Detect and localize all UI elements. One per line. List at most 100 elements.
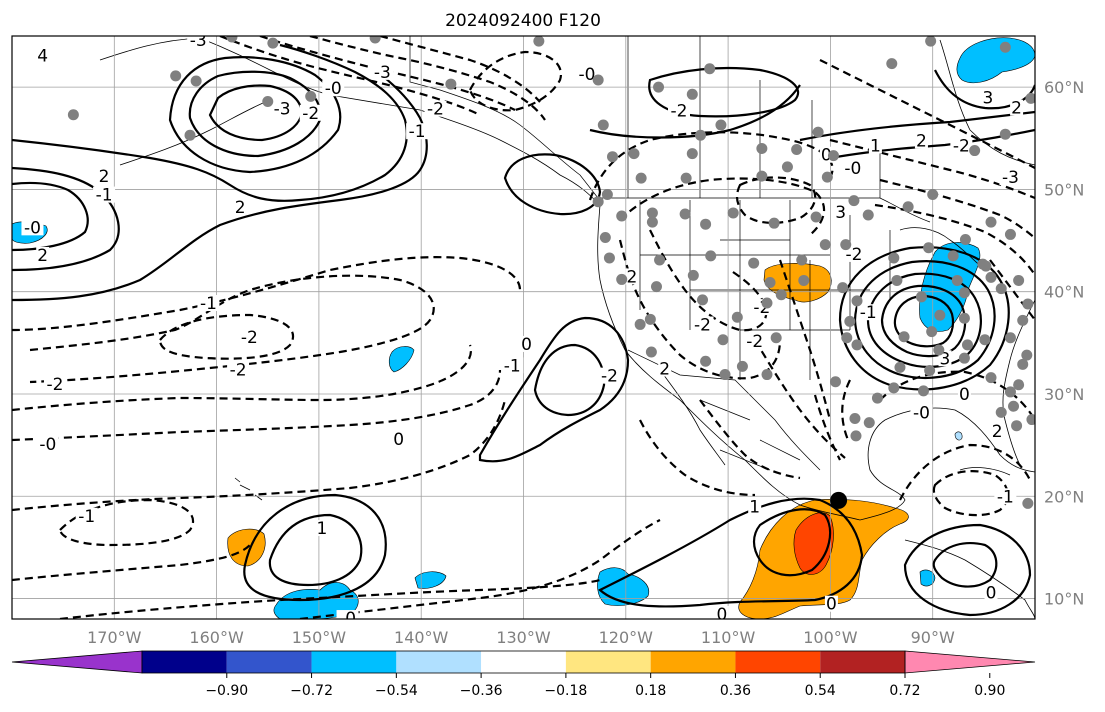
station-dot [719,369,731,381]
colorbar-tick-label: 0.72 [889,683,920,699]
contour-label-bg [715,605,729,619]
neg-fill-pacific-small [388,346,415,373]
contour-label-bg [994,488,1017,505]
contour-label: -2 [953,137,970,157]
station-dot [898,331,910,343]
contour-pos-mexico-inner [752,508,832,577]
contour-neg-alaska-4 [379,36,541,103]
contour-label-bg [824,595,838,612]
station-dot [748,257,760,269]
contour-label: 2 [235,198,246,218]
station-dot [607,151,619,163]
station-dot [775,289,787,301]
colorbar-extend-min [11,650,143,674]
station-dot [891,274,903,286]
station-dot [653,81,665,93]
lon-tick-label: 90°W [911,628,955,647]
map-area: 42-1-02-3-3 -2-0-3-2-1-02-20 1-0232-2-33-2… [12,36,1058,619]
station-dot [947,250,959,262]
station-dot [969,145,981,157]
lat-tick-label: 60°N [1044,78,1084,97]
station-dot [170,70,182,82]
station-dot [727,207,739,219]
colorbar-tick-label: −0.90 [205,683,248,699]
station-dot [761,297,773,309]
contour-pos-aleutian-low-1 [168,56,342,174]
station-dot [934,309,946,321]
station-dot [190,75,202,87]
contour-label-bg [97,168,111,185]
station-dot [654,254,666,266]
station-dot [756,143,768,155]
contour-label-bg [299,104,322,121]
coast-east [1002,299,1035,466]
contour-label-bg [197,295,220,312]
contour-label: -0 [913,403,930,423]
contour-label-bg [336,610,359,619]
station-dot [1004,386,1016,398]
station-dot [810,211,822,223]
contour-label: -2 [427,100,444,120]
station-dot [687,269,699,281]
contour-label: 0 [986,583,997,603]
colorbar-bin [735,651,821,673]
coast-gulf [859,407,1035,521]
contour-label-bg [75,507,98,524]
station-dot [1013,379,1025,391]
contour-neg-plains-2 [754,339,846,459]
contour-label-bg [691,316,714,333]
contour-label-bg [424,100,447,117]
colorbar-bin [142,651,227,673]
contour-label-bg [834,203,848,220]
station-dot [821,171,833,183]
contour-neg-east-5 [989,259,1035,321]
contour-label-bg [501,357,524,374]
station-dot [768,217,780,229]
contour-label: 1 [870,137,881,157]
contour-label: -3 [1002,168,1019,188]
station-dot [999,41,1011,53]
station-dot [635,172,647,184]
contour-label: -1 [78,507,95,527]
station-dot [902,201,914,213]
contour-label-bg [315,520,329,537]
station-dot [959,234,971,246]
contour-pos-north-pacific [12,43,408,202]
contour-pos-central-america [903,523,1032,617]
station-dot [923,242,935,254]
station-dot [917,385,929,397]
contour-label: -2 [46,375,63,395]
contour-label: -1 [860,303,877,323]
border-us-mexico [627,349,821,471]
station-dot [597,119,609,131]
contour-label-bg [999,169,1022,186]
station-dot [770,332,782,344]
lon-tick-label: 120°W [599,628,654,647]
contour-neg-pacific-10 [299,519,661,619]
contour-label: -1 [504,356,521,376]
contour-label: -2 [746,332,763,352]
coast-central-america [904,539,1035,619]
contour-label: 2 [99,167,110,187]
contour-neg-east-2 [829,138,1035,200]
station-dot [1047,324,1058,335]
contour-pos-subtropical-ridge [12,69,428,302]
station-dot [961,339,973,351]
contour-label-bg [981,89,995,106]
station-dot [67,109,79,121]
station-dot [985,271,997,283]
colorbar-bin [481,651,566,673]
lon-tick-label: 140°W [394,628,449,647]
station-dot [798,274,810,286]
station-dot [1004,332,1016,344]
station-dot [700,355,712,367]
neg-fill-hudson [956,37,1035,84]
station-dot [756,170,768,182]
contour-pos-east-low-1 [838,246,1010,391]
contour-label-bg [984,584,998,601]
station-dot [686,88,698,100]
contour-label: 0 [826,595,837,615]
station-dot [999,128,1011,140]
station-dot [958,352,970,364]
